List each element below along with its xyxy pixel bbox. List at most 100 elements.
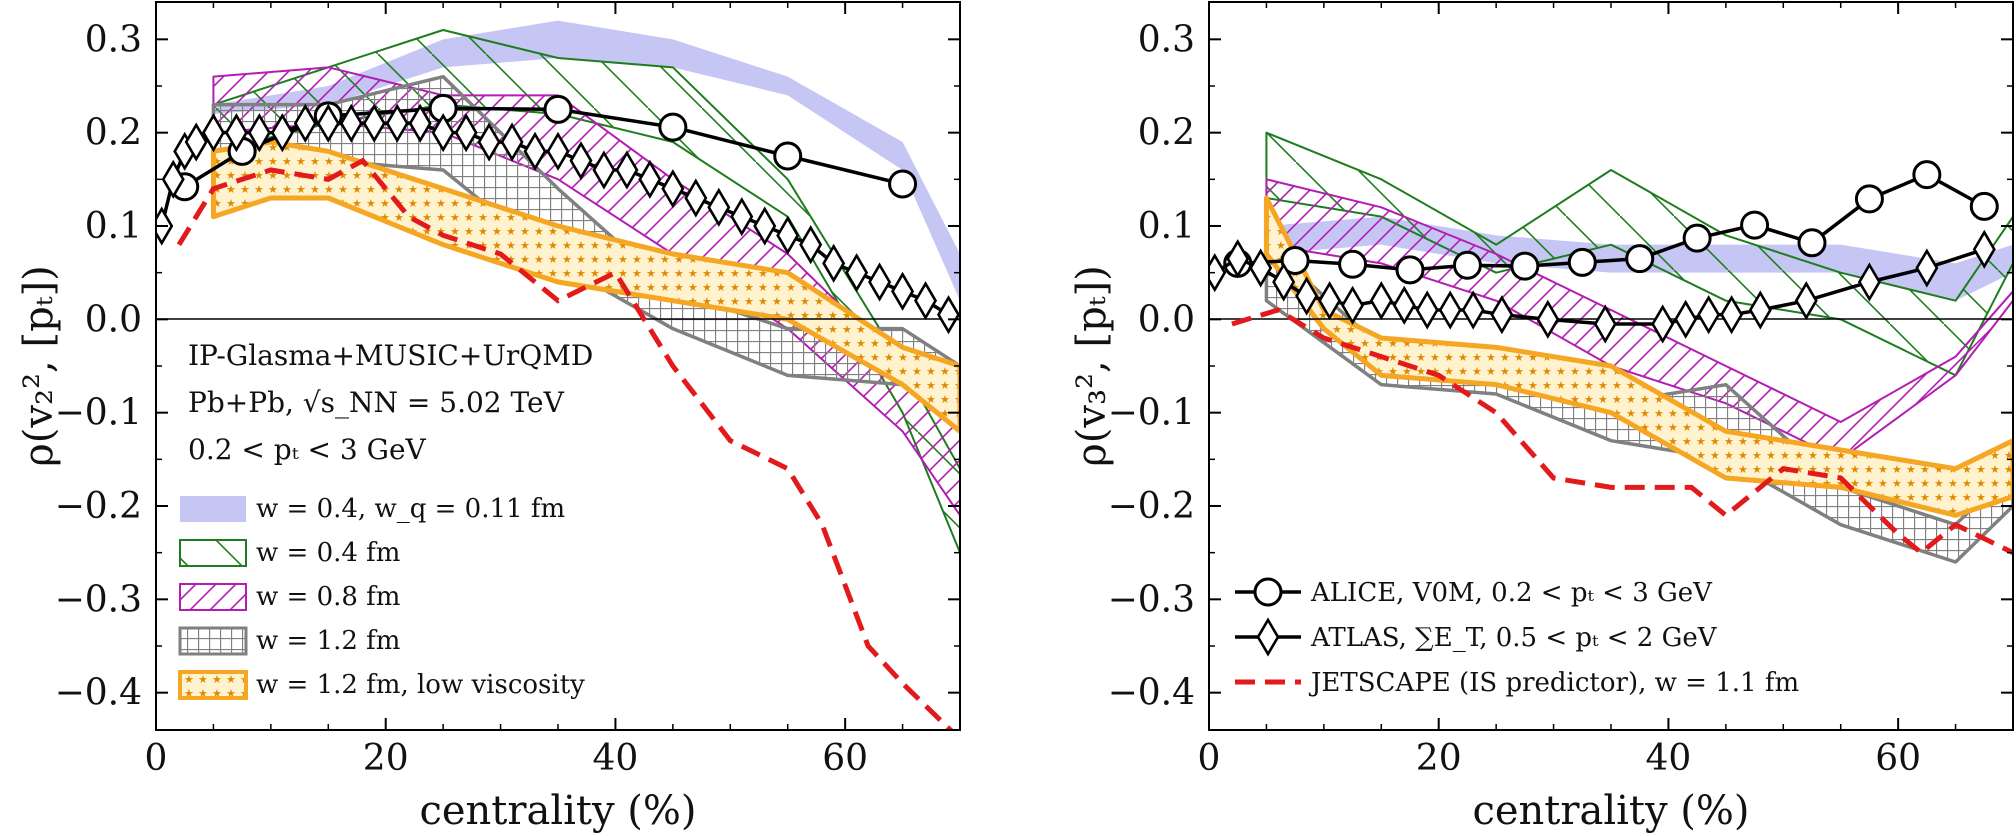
right-band-w-0-8-fm bbox=[1265, 178, 2013, 461]
right-ytick-label: −0.1 bbox=[1108, 393, 1195, 434]
left-atlas-point bbox=[362, 103, 386, 143]
right-atlas-point bbox=[1341, 285, 1365, 325]
right-atlas-point bbox=[1674, 299, 1698, 339]
right-atlas-point bbox=[1651, 304, 1675, 344]
left-atlas-point bbox=[224, 113, 248, 153]
left-legend-label: w = 0.4, w_q = 0.11 fm bbox=[256, 494, 565, 524]
left-xtick-label: 60 bbox=[822, 738, 868, 779]
left-alice-point bbox=[658, 112, 688, 142]
left-ytick-label: 0.3 bbox=[85, 19, 142, 60]
right-alice-point bbox=[1280, 246, 1310, 276]
left-bands bbox=[210, 20, 960, 554]
left-atlas-point bbox=[615, 150, 639, 190]
left-atlas-point bbox=[161, 159, 185, 199]
right-atlas-point bbox=[1794, 281, 1818, 321]
right-atlas-point bbox=[1461, 290, 1485, 330]
left-ytick-label: 0.1 bbox=[85, 206, 142, 247]
left-atlas-point bbox=[707, 187, 731, 227]
right-ytick-label: 0.1 bbox=[1138, 206, 1195, 247]
left-legend-entry-w-1-2-fm-low-viscosity: w = 1.2 fm, low viscosity bbox=[178, 670, 585, 700]
left-atlas-point bbox=[891, 271, 915, 311]
left-legend-label: w = 0.4 fm bbox=[256, 538, 400, 568]
left-atlas-point bbox=[638, 159, 662, 199]
left-alice-point bbox=[888, 169, 918, 199]
left-ytick-label: 0.0 bbox=[85, 299, 142, 340]
right-legend: ALICE, V0M, 0.2 < pₜ < 3 GeV ATLAS, ∑E_T,… bbox=[1235, 577, 1799, 698]
left-alice-point bbox=[773, 141, 803, 171]
left-atlas-point bbox=[937, 295, 960, 335]
right-atlas-point bbox=[1226, 239, 1250, 279]
left-ytick-label: −0.1 bbox=[55, 393, 142, 434]
right-atlas-point bbox=[1295, 276, 1319, 316]
left-ticks: 0 20 40 60 −0.4 −0.3 −0.2 −0.1 0.0 0.1 0.2 0.3 bbox=[55, 2, 960, 779]
right-ticks: 0 20 40 60 −0.4 −0.3 −0.2 −0.1 0.0 0.1 0.2 0.3 bbox=[1108, 2, 2013, 779]
right-ytick-label: −0.3 bbox=[1108, 579, 1195, 620]
right-legend-label: ATLAS, ∑E_T, 0.5 < pₜ < 2 GeV bbox=[1310, 623, 1718, 653]
left-lines bbox=[156, 93, 960, 730]
left-legend-label: w = 1.2 fm, low viscosity bbox=[256, 670, 585, 700]
left-atlas-point bbox=[523, 131, 547, 171]
left-annotation-1: IP-Glasma+MUSIC+UrQMD bbox=[188, 339, 593, 372]
right-legend-label: ALICE, V0M, 0.2 < pₜ < 3 GeV bbox=[1310, 578, 1713, 608]
left-atlas-point bbox=[845, 253, 869, 293]
right-atlas-point bbox=[1720, 295, 1744, 335]
right-atlas-point bbox=[1593, 304, 1617, 344]
left-xtick-label: 40 bbox=[593, 738, 639, 779]
left-legend-label: w = 1.2 fm bbox=[256, 626, 400, 656]
right-atlas-point bbox=[1915, 248, 1939, 288]
left-legend-entry-w-0-4-fm: w = 0.4 fm bbox=[179, 538, 400, 568]
left-atlas-point bbox=[822, 243, 846, 283]
left-atlas-point bbox=[477, 122, 501, 162]
right-alice-point bbox=[1969, 191, 1999, 221]
right-atlas-point bbox=[1438, 290, 1462, 330]
left-ytick-label: −0.2 bbox=[55, 486, 142, 527]
left-atlas-point bbox=[454, 113, 478, 153]
left-atlas-point bbox=[247, 113, 271, 153]
left-atlas-point bbox=[339, 103, 363, 143]
left-ytick-label: −0.3 bbox=[55, 579, 142, 620]
right-xtick-label: 40 bbox=[1646, 738, 1692, 779]
left-panel: 0 20 40 60 −0.4 −0.3 −0.2 −0.1 0.0 0.1 0.2 0.3 IP-G… bbox=[16, 1, 961, 834]
left-atlas-point bbox=[201, 113, 225, 153]
right-atlas-point bbox=[1697, 295, 1721, 335]
left-atlas-point bbox=[431, 113, 455, 153]
right-atlas-point bbox=[1318, 281, 1342, 321]
left-atlas-point bbox=[408, 103, 432, 143]
right-legend-entry-jetscape-is-predictor-w-1-1-fm: JETSCAPE (IS predictor), w = 1.1 fm bbox=[1235, 668, 1799, 698]
left-atlas-point bbox=[546, 131, 570, 171]
right-atlas-point bbox=[1972, 229, 1996, 269]
right-xtick-label: 0 bbox=[1198, 738, 1221, 779]
right-alice-point bbox=[1682, 223, 1712, 253]
right-lines bbox=[1209, 160, 2013, 556]
left-band-w-1-2-fm-low-viscosity bbox=[210, 139, 960, 434]
left-annotation-3: 0.2 < pₜ < 3 GeV bbox=[188, 433, 427, 466]
right-ytick-label: 0.0 bbox=[1138, 299, 1195, 340]
left-x-axis-label: centrality (%) bbox=[419, 788, 696, 834]
right-xtick-label: 20 bbox=[1416, 738, 1462, 779]
left-atlas-point bbox=[316, 103, 340, 143]
right-alice-point bbox=[1452, 250, 1482, 280]
right-legend-label: JETSCAPE (IS predictor), w = 1.1 fm bbox=[1308, 668, 1799, 698]
left-atlas-point bbox=[730, 197, 754, 237]
left-legend: w = 0.4, w_q = 0.11 fm w = 0.4 fm w = 0.8 … bbox=[178, 494, 585, 700]
right-legend-entry-alice-v0m-0-2-p-3-gev: ALICE, V0M, 0.2 < pₜ < 3 GeV bbox=[1235, 577, 1713, 608]
right-alice-point bbox=[1510, 251, 1540, 281]
right-ytick-label: −0.4 bbox=[1108, 673, 1195, 714]
left-legend-label: w = 0.8 fm bbox=[256, 582, 400, 612]
right-atlas-point bbox=[1392, 285, 1416, 325]
right-legend-entry-atlas-e-t-0-5-p-2-gev: ATLAS, ∑E_T, 0.5 < pₜ < 2 GeV bbox=[1235, 617, 1718, 657]
left-atlas-point bbox=[270, 113, 294, 153]
right-atlas-point bbox=[1209, 253, 1227, 293]
left-legend-entry-w-0-4-w-q-0-11-fm: w = 0.4, w_q = 0.11 fm bbox=[180, 494, 565, 524]
left-atlas-point bbox=[799, 225, 823, 265]
left-xtick-label: 0 bbox=[145, 738, 168, 779]
right-ytick-label: −0.2 bbox=[1108, 486, 1195, 527]
right-alice-point bbox=[1854, 184, 1884, 214]
left-alice-point bbox=[543, 94, 573, 124]
right-series-jetscape bbox=[1231, 307, 2013, 556]
right-atlas-point bbox=[1249, 248, 1273, 288]
right-atlas-point bbox=[1536, 299, 1560, 339]
left-ytick-label: −0.4 bbox=[55, 673, 142, 714]
right-atlas-point bbox=[1490, 295, 1514, 335]
